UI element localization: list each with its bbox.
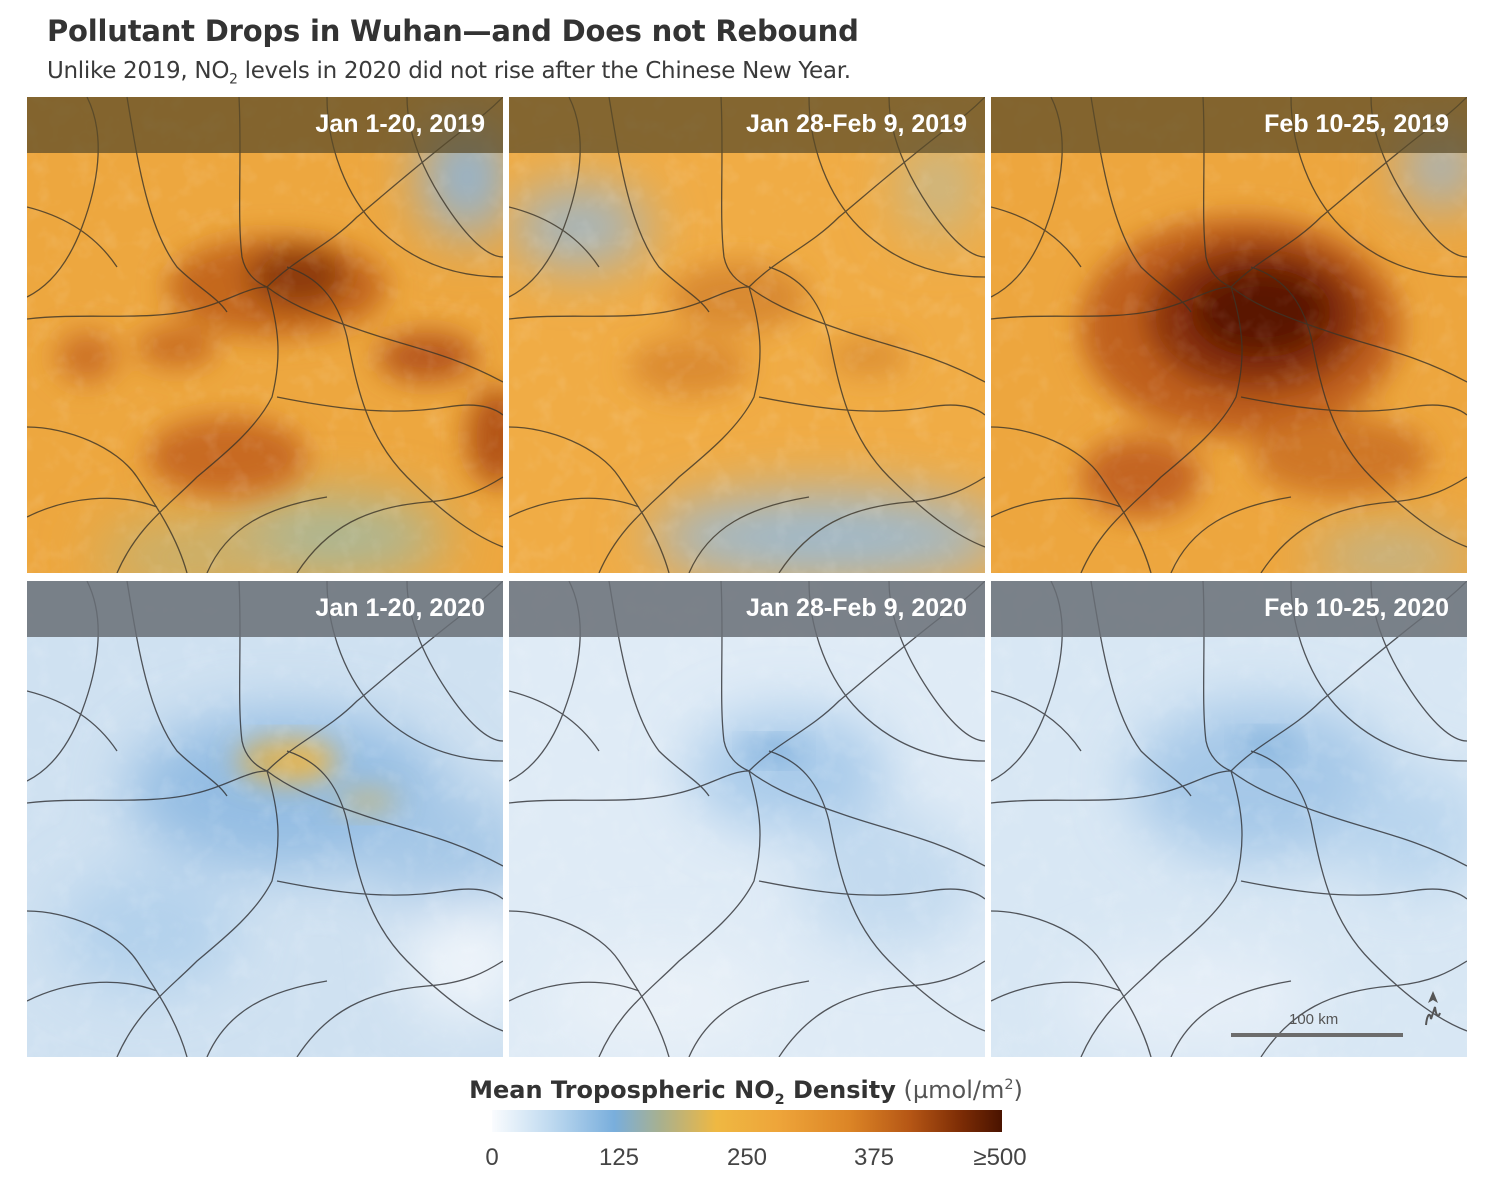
colorbar-tick-label: 375 — [853, 1144, 895, 1171]
panel-date-label: Jan 1-20, 2020 — [315, 594, 485, 622]
map-grid: Jan 1-20, 2019 Jan 28-Feb 9, 2019 — [27, 97, 1467, 1057]
colorbar-tick-label: 250 — [726, 1144, 768, 1171]
panel-header — [509, 581, 985, 637]
colorbar-tick-label: 125 — [598, 1144, 640, 1171]
north-arrow-icon — [1425, 991, 1441, 1026]
map-panel-2019-jan-28-feb-9: Jan 28-Feb 9, 2019 — [509, 97, 985, 573]
map-2019-jan-28-feb-9 — [509, 97, 985, 573]
legend-unit: (µmol/m2) — [904, 1076, 1023, 1104]
subtitle-text: Unlike 2019, NO — [47, 58, 230, 84]
map-panel-2019-jan-1-20: Jan 1-20, 2019 — [27, 97, 503, 573]
legend-title-rest: Density — [784, 1076, 896, 1104]
legend-title-main: Mean Tropospheric NO — [469, 1076, 775, 1104]
page-subtitle: Unlike 2019, NO2 levels in 2020 did not … — [47, 58, 851, 88]
legend-unit-end: ) — [1013, 1076, 1023, 1104]
panel-date-label: Feb 10-25, 2019 — [1264, 110, 1449, 138]
legend-unit-superscript: 2 — [1004, 1077, 1014, 1093]
map-panel-2020-jan-1-20: Jan 1-20, 2020 — [27, 581, 503, 1057]
panel-date-label: Jan 28-Feb 9, 2019 — [746, 110, 967, 138]
panel-header — [509, 97, 985, 153]
map-2020-jan-1-20 — [27, 581, 503, 1057]
map-2019-jan-1-20 — [27, 97, 503, 573]
panel-header — [991, 97, 1467, 153]
scale-bar — [1231, 1033, 1403, 1043]
colorbar-tick-label: ≥500 — [973, 1144, 1027, 1171]
legend-title: Mean Tropospheric NO2 Density (µmol/m2) — [0, 1076, 1492, 1108]
panel-header — [991, 581, 1467, 637]
legend-unit-main: (µmol/m — [903, 1076, 1005, 1104]
map-2019-feb-10-25 — [991, 97, 1467, 573]
panel-header — [27, 97, 503, 153]
panel-date-label: Jan 1-20, 2019 — [315, 110, 485, 138]
panel-date-label: Jan 28-Feb 9, 2020 — [746, 594, 967, 622]
map-2020-jan-28-feb-9 — [509, 581, 985, 1057]
legend-title-subscript: 2 — [774, 1091, 785, 1108]
colorbar-tick-label: 0 — [485, 1144, 499, 1171]
page-title: Pollutant Drops in Wuhan—and Does not Re… — [47, 14, 859, 48]
map-panel-2020-feb-10-25: Feb 10-25, 2020 100 km — [991, 581, 1467, 1057]
map-2020-feb-10-25 — [991, 581, 1467, 1057]
scale-bar-label: 100 km — [1289, 1011, 1339, 1028]
subtitle-subscript: 2 — [229, 71, 238, 88]
colorbar — [492, 1110, 1002, 1132]
subtitle-rest: levels in 2020 did not rise after the Ch… — [237, 58, 851, 84]
panel-date-label: Feb 10-25, 2020 — [1264, 594, 1449, 622]
map-panel-2020-jan-28-feb-9: Jan 28-Feb 9, 2020 — [509, 581, 985, 1057]
panel-header — [27, 581, 503, 637]
map-panel-2019-feb-10-25: Feb 10-25, 2019 — [991, 97, 1467, 573]
